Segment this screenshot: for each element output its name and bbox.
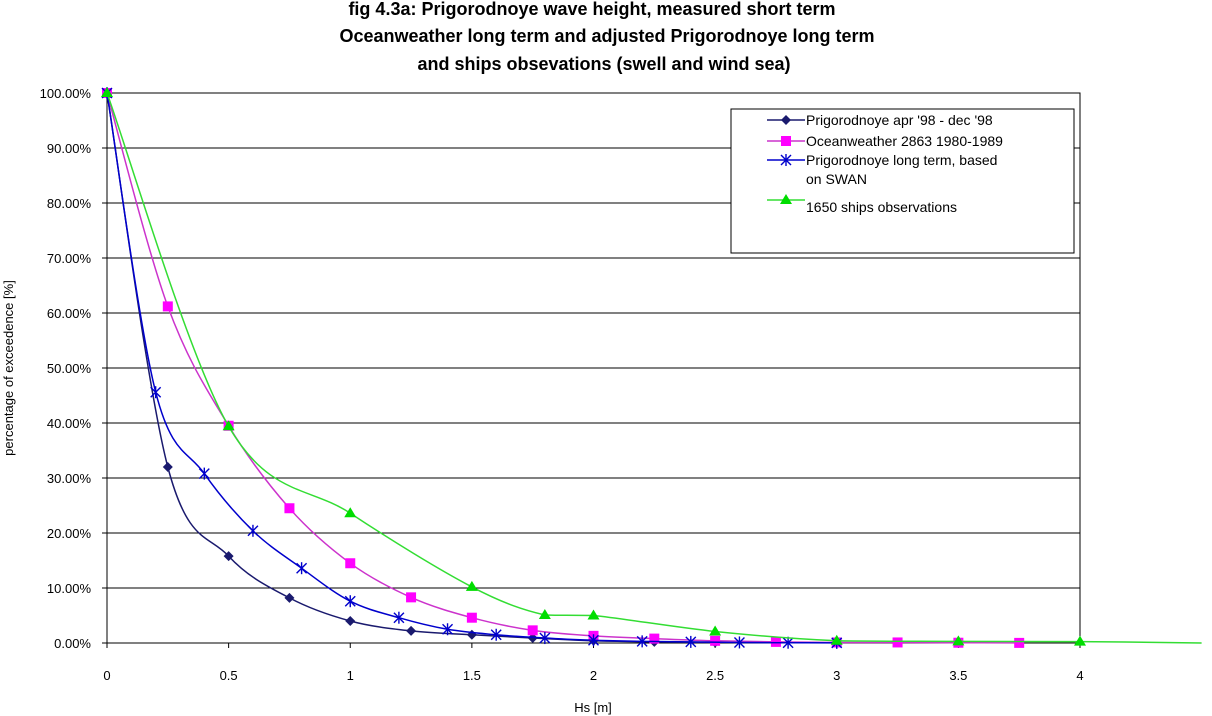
data-point-asterisk [733, 636, 745, 649]
data-point-asterisk [198, 467, 210, 480]
legend-item: Oceanweather 2863 1980-1989 [767, 133, 1003, 149]
y-tick-label: 30.00% [47, 471, 92, 486]
y-tick-label: 70.00% [47, 251, 92, 266]
legend-label: Prigorodnoye apr '98 - dec '98 [806, 112, 993, 128]
data-point-asterisk [636, 635, 648, 648]
y-tick-label: 90.00% [47, 141, 92, 156]
data-point-triangle [101, 87, 113, 97]
x-tick-label: 2.5 [706, 668, 724, 683]
data-point-triangle [465, 580, 478, 591]
legend-items: Prigorodnoye apr '98 - dec '98 Oceanweath… [767, 112, 1003, 215]
x-tick-label: 4 [1076, 668, 1083, 683]
y-axis-label: percentage of exceedence [%] [1, 280, 16, 456]
data-point-triangle [952, 635, 965, 646]
data-point-square [1014, 637, 1025, 648]
series-line [106, 92, 1020, 644]
data-point-diamond [223, 551, 234, 562]
chart-title-line-2: Oceanweather long term and adjusted Prig… [339, 26, 874, 46]
data-point-triangle [587, 609, 600, 620]
data-point-square [892, 637, 903, 648]
data-point-square [781, 136, 791, 146]
legend: Prigorodnoye apr '98 - dec '98 Oceanweath… [730, 108, 1075, 254]
x-axis-ticks: 0 0.5 1 1.5 2 2.5 3 3.5 4 [103, 643, 1084, 683]
data-point-asterisk [490, 628, 502, 641]
x-tick-label: 3 [833, 668, 840, 683]
legend-item: 1650 ships observations [767, 194, 957, 215]
data-point-square [406, 592, 417, 603]
data-point-square [466, 612, 477, 623]
y-tick-label: 0.00% [54, 636, 91, 651]
data-point-diamond [781, 115, 791, 125]
data-point-asterisk [539, 632, 551, 645]
series-4 [101, 87, 1202, 646]
y-tick-label: 80.00% [47, 196, 92, 211]
x-axis-label: Hs [m] [574, 700, 612, 715]
data-point-triangle [538, 608, 551, 619]
x-tick-label: 3.5 [949, 668, 967, 683]
x-tick-label: 0 [103, 668, 110, 683]
legend-label: 1650 ships observations [806, 199, 957, 215]
y-tick-label: 10.00% [47, 581, 92, 596]
data-point-asterisk [588, 634, 599, 647]
y-tick-label: 20.00% [47, 526, 92, 541]
grid-lines [107, 92, 1080, 589]
y-tick-label: 100.00% [40, 86, 92, 101]
legend-label: Prigorodnoye long term, based on SWAN [806, 152, 997, 187]
data-point-square [345, 558, 356, 569]
y-tick-label: 40.00% [47, 416, 92, 431]
chart-title-line-3: and ships obsevations (swell and wind se… [417, 54, 790, 74]
series-group [101, 87, 1202, 649]
data-point-square [649, 633, 660, 644]
x-tick-label: 2 [590, 668, 597, 683]
data-point-triangle [780, 194, 792, 204]
data-point-triangle [830, 634, 843, 645]
data-point-triangle [222, 420, 235, 431]
y-tick-label: 50.00% [47, 361, 92, 376]
legend-box [730, 108, 1075, 254]
chart-title: fig 4.3a: Prigorodnoye wave height, meas… [339, 0, 874, 74]
data-point-asterisk [393, 611, 405, 624]
data-point-diamond [406, 625, 417, 636]
data-point-diamond [345, 616, 356, 626]
data-point-triangle [709, 625, 722, 636]
x-tick-label: 0.5 [220, 668, 238, 683]
data-point-asterisk [150, 386, 162, 399]
x-tick-label: 1 [347, 668, 354, 683]
data-point-asterisk [247, 524, 259, 537]
data-point-triangle [344, 507, 357, 518]
y-axis-ticks: 0.00% 10.00% 20.00% 30.00% 40.00% 50.00% 60.00… [40, 86, 107, 651]
data-point-square [710, 635, 721, 646]
legend-label: Oceanweather 2863 1980-1989 [806, 133, 1003, 149]
x-tick-label: 1.5 [463, 668, 481, 683]
data-point-diamond [162, 462, 173, 472]
data-point-triangle [1074, 635, 1086, 646]
legend-item: Prigorodnoye long term, based on SWAN [767, 152, 997, 187]
legend-item: Prigorodnoye apr '98 - dec '98 [767, 112, 993, 128]
data-point-square [162, 301, 173, 312]
data-point-asterisk [685, 635, 697, 648]
series-3 [101, 87, 843, 649]
data-point-asterisk [296, 562, 308, 575]
data-point-diamond [284, 592, 295, 603]
data-point-asterisk [442, 623, 454, 636]
series-line [106, 92, 837, 644]
data-point-square [284, 503, 295, 514]
data-point-asterisk [780, 154, 792, 166]
chart-title-line-1: fig 4.3a: Prigorodnoye wave height, meas… [348, 0, 835, 19]
y-tick-label: 60.00% [47, 306, 92, 321]
data-point-asterisk [344, 595, 356, 608]
data-point-square [527, 625, 538, 636]
